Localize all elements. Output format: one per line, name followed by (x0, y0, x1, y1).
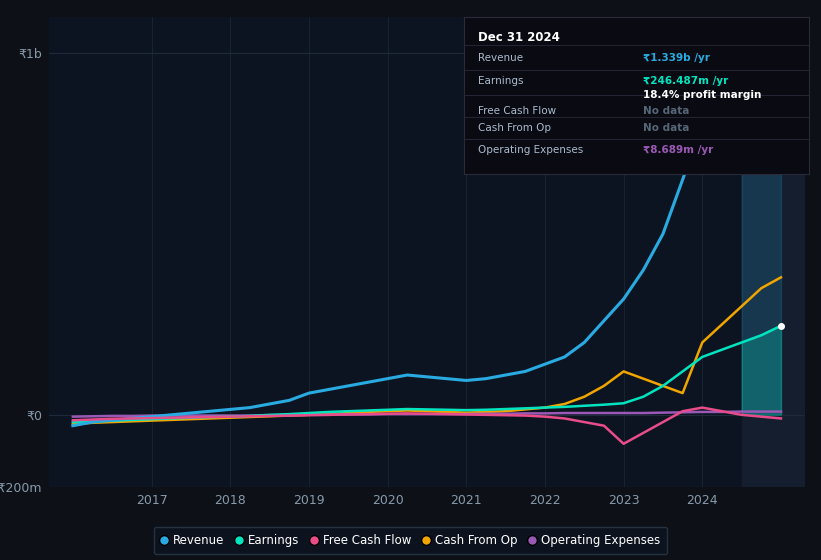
Text: Free Cash Flow: Free Cash Flow (478, 106, 556, 116)
Text: ₹1.339b /yr: ₹1.339b /yr (643, 53, 710, 63)
Text: Dec 31 2024: Dec 31 2024 (478, 31, 560, 44)
Legend: Revenue, Earnings, Free Cash Flow, Cash From Op, Operating Expenses: Revenue, Earnings, Free Cash Flow, Cash … (154, 527, 667, 554)
Text: Revenue: Revenue (478, 53, 523, 63)
Text: Operating Expenses: Operating Expenses (478, 145, 583, 155)
Text: Earnings: Earnings (478, 76, 523, 86)
Text: 18.4% profit margin: 18.4% profit margin (643, 90, 762, 100)
Text: ₹8.689m /yr: ₹8.689m /yr (643, 145, 713, 155)
Text: No data: No data (643, 106, 690, 116)
Bar (741, 17, 805, 487)
Text: ₹246.487m /yr: ₹246.487m /yr (643, 76, 728, 86)
Text: No data: No data (643, 123, 690, 133)
Text: Cash From Op: Cash From Op (478, 123, 551, 133)
